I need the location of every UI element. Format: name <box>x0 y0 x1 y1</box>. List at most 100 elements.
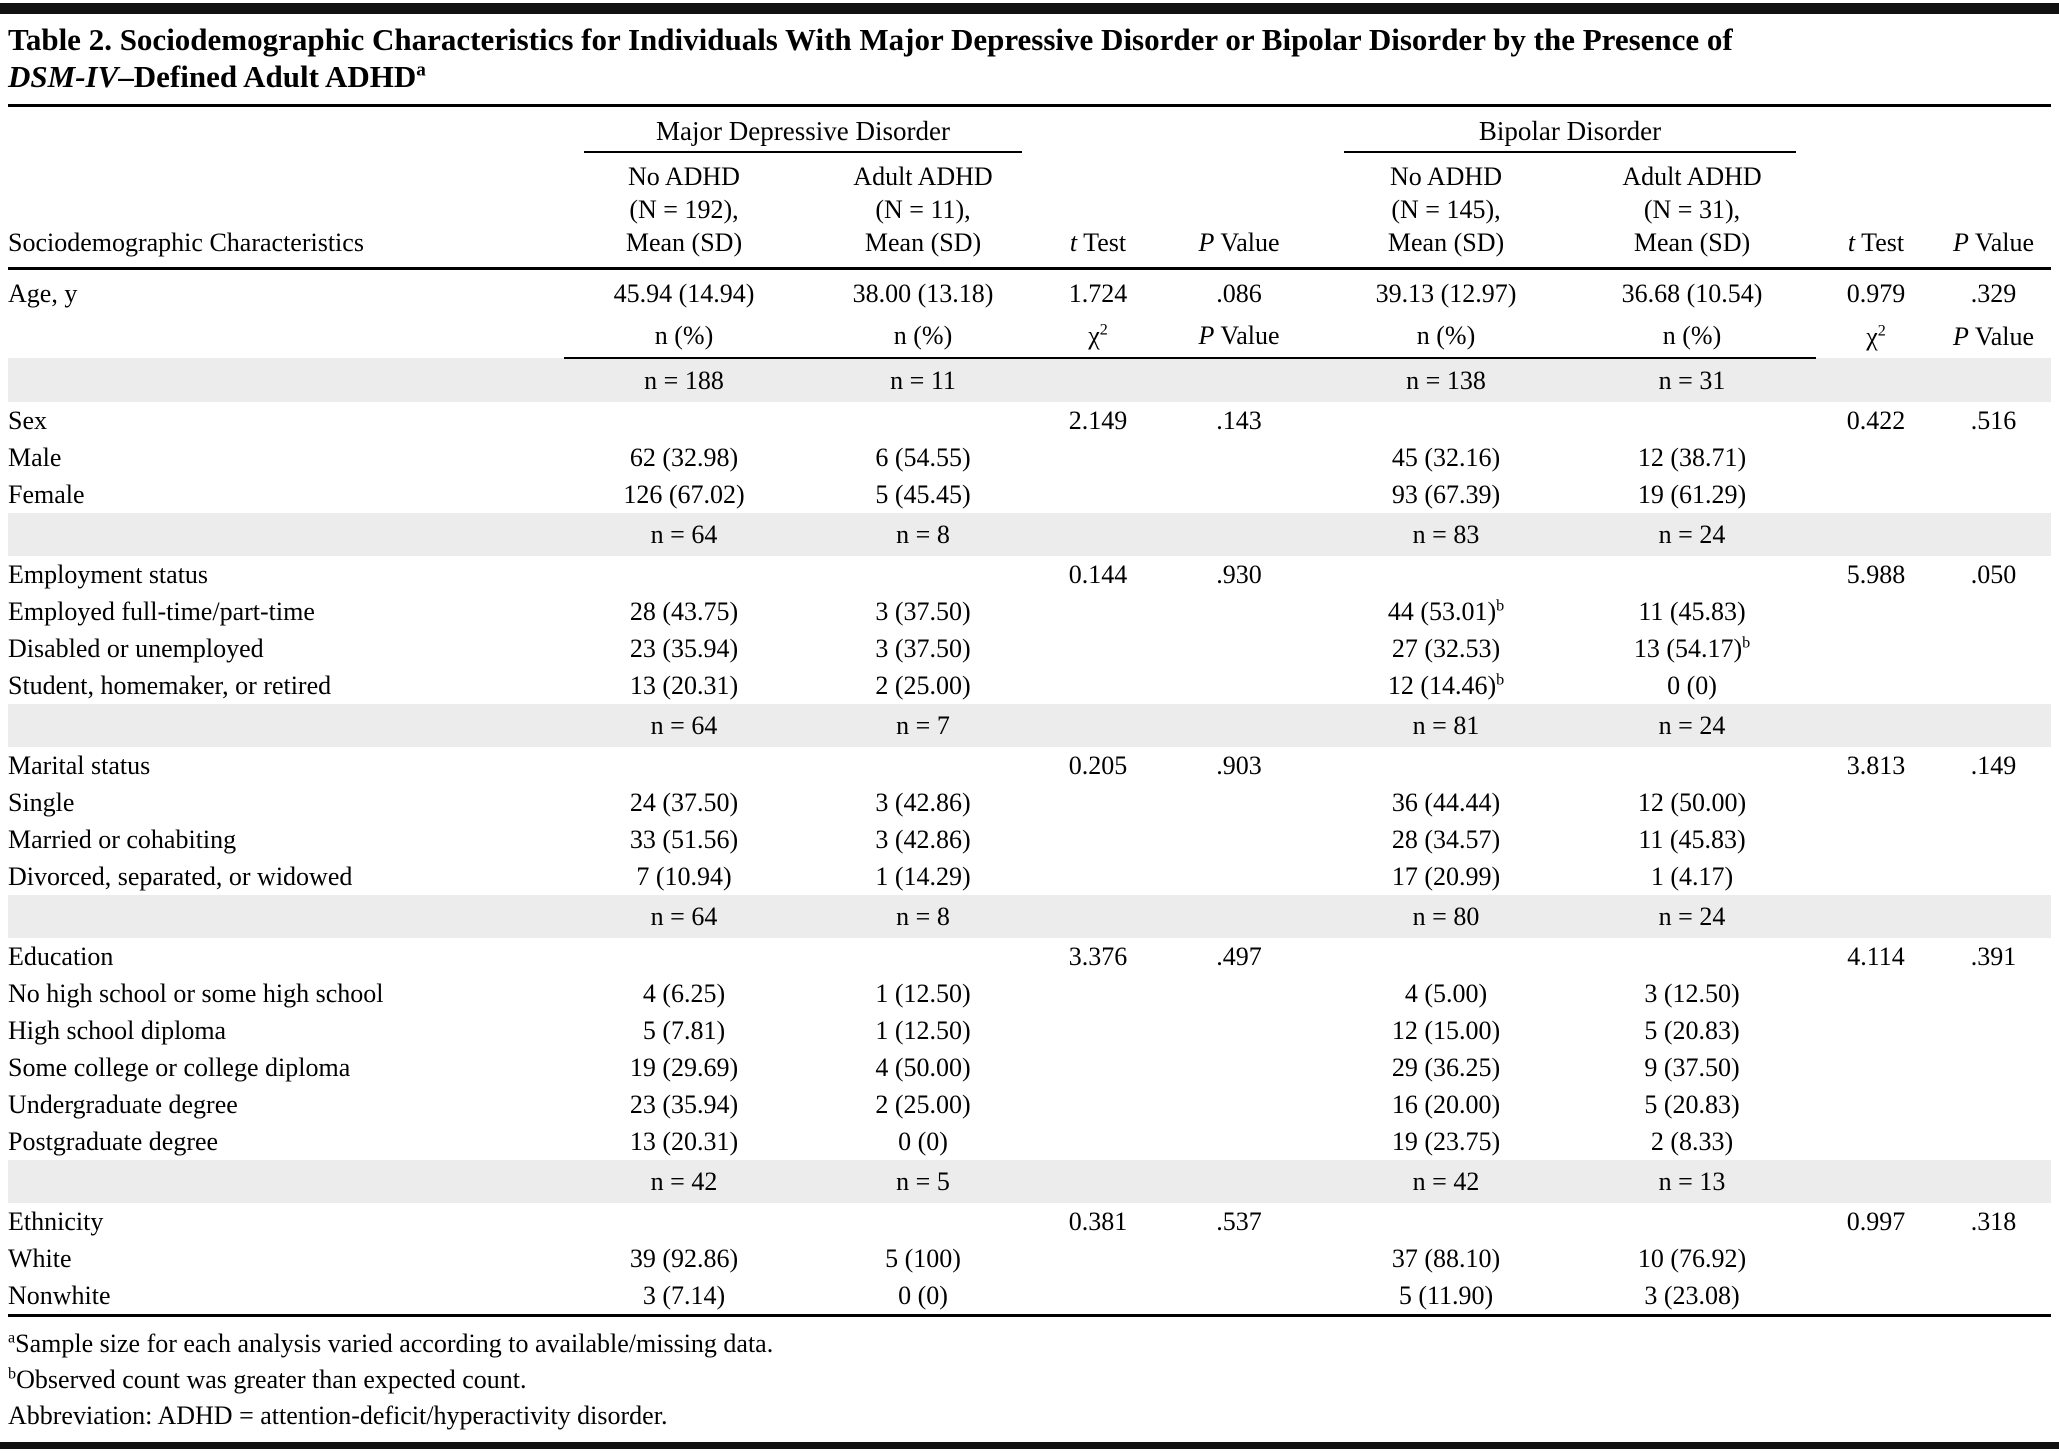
table-cell <box>1042 858 1154 895</box>
table-cell: .930 <box>1216 560 1262 589</box>
table-cell <box>1324 747 1568 784</box>
table-cell <box>1816 1277 1936 1316</box>
table-cell <box>804 938 1042 975</box>
table-row: Married or cohabiting 33 (51.56) 3 (42.86)… <box>8 821 2051 858</box>
table-cell <box>1936 1123 2051 1160</box>
table-cell <box>1936 358 2052 402</box>
column-header-mdd-adult-adhd: Adult ADHD (N = 11), Mean (SD) <box>804 156 1043 270</box>
table-cell: n = 64 <box>564 704 804 747</box>
table-cell <box>1816 858 1936 895</box>
table-body: Age, y 45.94 (14.94) 38.00 (13.18) 1.724 .08… <box>8 269 2052 1316</box>
table-cell: 12 (50.00) <box>1637 788 1747 817</box>
table-cell: 3.813 <box>1846 751 1906 780</box>
table-cell <box>1154 1160 1325 1203</box>
table-row: Employed full-time/part-time 28 (43.75) 3 … <box>8 593 2051 630</box>
table-cell: Disabled or unemployed <box>8 634 264 663</box>
table-row: Male 62 (32.98) 6 (54.55) 45 (32.16) 12 (38.… <box>8 439 2051 476</box>
table-cell: 126 (67.02) <box>623 480 745 509</box>
table-cell: .143 <box>1216 406 1262 435</box>
table-cell: 12 (14.46)b <box>1387 671 1505 700</box>
table-cell <box>1816 358 1937 402</box>
column-header-p-value-right: P Value <box>1936 156 2052 270</box>
table-cell <box>564 938 804 975</box>
table-row: Disabled or unemployed 23 (35.94) 3 (37.50… <box>8 630 2051 667</box>
table-cell: 0.144 <box>1068 560 1128 589</box>
column-header-bipolar-no-adhd: No ADHD (N = 145), Mean (SD) <box>1324 156 1569 270</box>
table-cell <box>1816 1240 1936 1277</box>
table-cell <box>1042 784 1154 821</box>
table-cell: Employed full-time/part-time <box>8 597 315 626</box>
table-cell: 19 (29.69) <box>629 1053 739 1082</box>
table-cell: .149 <box>1970 751 2017 780</box>
table-cell: 93 (67.39) <box>1391 480 1501 509</box>
table-cell: 11 (45.83) <box>1638 825 1746 854</box>
empty-cell <box>1154 107 1324 156</box>
table-cell <box>8 1160 564 1203</box>
table-cell <box>1816 667 1936 704</box>
table-cell <box>1154 667 1324 704</box>
table-row: Student, homemaker, or retired 13 (20.31)… <box>8 667 2051 704</box>
column-header-row: Sociodemographic Characteristics No ADHD… <box>8 156 2052 270</box>
table-cell <box>1936 513 2052 556</box>
table-cell <box>8 358 564 402</box>
table-cell <box>1154 439 1324 476</box>
section-row: Sex 2.149 .143 0.422 .516 <box>8 402 2051 439</box>
table-cell: 36.68 (10.54) <box>1621 279 1763 308</box>
table-cell <box>1936 704 2052 747</box>
table-cell <box>1154 1123 1324 1160</box>
table-row: Age, y 45.94 (14.94) 38.00 (13.18) 1.724 .08… <box>8 269 2051 313</box>
table-row: Postgraduate degree 13 (20.31) 0 (0) 19 (23… <box>8 1123 2051 1160</box>
table-cell <box>1568 938 1816 975</box>
table-cell <box>1936 1086 2051 1123</box>
table-cell: 1 (12.50) <box>875 1016 971 1045</box>
table-row: Divorced, separated, or widowed 7 (10.94)… <box>8 858 2051 895</box>
table-title: Table 2. Sociodemographic Characteristic… <box>8 22 1733 94</box>
empty-cell <box>8 107 564 156</box>
table-cell <box>1936 439 2051 476</box>
table-cell: P Value <box>1154 312 1325 359</box>
sample-size-row: n = 64 n = 8 n = 80 n = 24 <box>8 895 2052 938</box>
table-cell: 38.00 (13.18) <box>852 279 994 308</box>
table-cell: Married or cohabiting <box>8 825 237 854</box>
group-header-mdd: Major Depressive Disorder <box>564 107 1042 156</box>
table-cell: 3 (12.50) <box>1644 979 1740 1008</box>
empty-cell <box>1816 107 1936 156</box>
table-cell: .497 <box>1216 942 1262 971</box>
table-cell: 3 (37.50) <box>875 597 971 626</box>
table-cell: 62 (32.98) <box>629 443 739 472</box>
table-row: No high school or some high school 4 (6.2… <box>8 975 2051 1012</box>
table-cell: n = 42 <box>564 1160 804 1203</box>
table-cell: Nonwhite <box>8 1281 111 1310</box>
table-cell: n = 138 <box>1324 358 1569 402</box>
table-cell: 4 (6.25) <box>642 979 726 1008</box>
table-cell: 11 (45.83) <box>1638 597 1746 626</box>
table-cell: n = 11 <box>804 358 1043 402</box>
table-cell: 45.94 (14.94) <box>613 279 755 308</box>
group-header-mdd-label: Major Depressive Disorder <box>584 116 1023 153</box>
table-cell <box>8 513 564 556</box>
table-cell <box>1154 704 1325 747</box>
table-cell: 24 (37.50) <box>629 788 739 817</box>
table-cell <box>1936 895 2052 938</box>
table-cell <box>1816 593 1936 630</box>
table-cell: n (%) <box>564 312 804 359</box>
column-header-t-test-left: t Test <box>1042 156 1155 270</box>
table-cell: 6 (54.55) <box>875 443 971 472</box>
table-cell: 2 (25.00) <box>875 1090 971 1119</box>
table-cell <box>1568 556 1816 593</box>
table-cell <box>1816 1160 1937 1203</box>
table-cell <box>1816 513 1937 556</box>
table-cell <box>1816 1049 1936 1086</box>
table-cell: 10 (76.92) <box>1637 1244 1747 1273</box>
table-cell <box>1154 1277 1324 1316</box>
table-cell <box>1568 402 1816 439</box>
table-cell <box>1816 1123 1936 1160</box>
table-cell: 13 (20.31) <box>629 671 739 700</box>
table-cell: 13 (54.17)b <box>1633 634 1751 663</box>
table-cell: 19 (23.75) <box>1391 1127 1501 1156</box>
table-cell: Education <box>8 942 114 971</box>
group-header-bipolar: Bipolar Disorder <box>1324 107 1816 156</box>
table-cell <box>1324 556 1568 593</box>
table-cell: 0.205 <box>1068 751 1128 780</box>
